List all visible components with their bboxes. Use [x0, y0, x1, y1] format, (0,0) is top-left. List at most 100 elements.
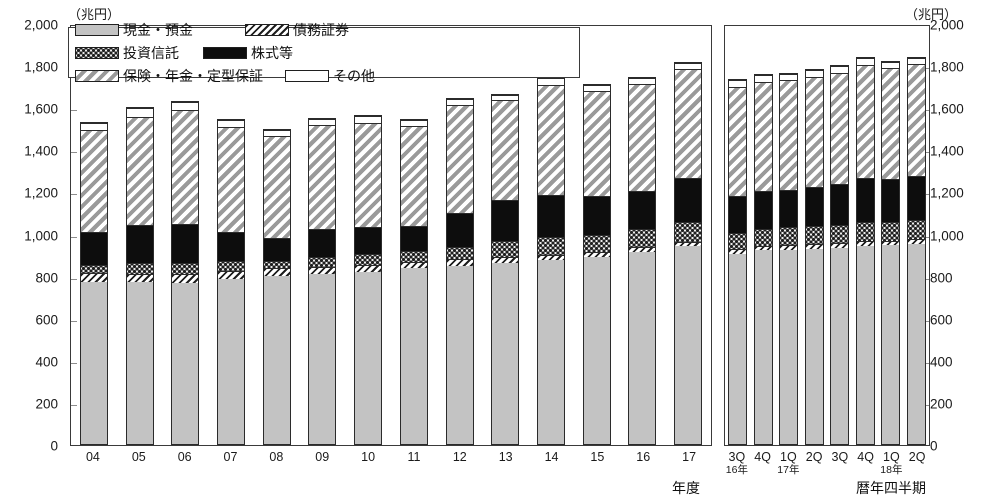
x-axis-label: 10 [361, 450, 376, 464]
bar-segment-equity [309, 228, 336, 257]
stacked-bar[interactable] [445, 97, 474, 445]
y-axis-left: 2,000 1,800 1,600 1,400 1,200 1,000 800 600 400 2… [6, 0, 58, 504]
bar-segment-trust [400, 251, 427, 262]
bar-segment-other [492, 94, 519, 100]
bar-segment-debt [675, 241, 702, 247]
bar-segment-trust [355, 253, 382, 265]
stacked-bar[interactable] [491, 93, 520, 445]
bar-segment-debt [218, 270, 245, 279]
legend-swatch-trust [75, 46, 119, 59]
y-tick-label-left-800: 800 [35, 270, 58, 286]
bar-segment-trust [882, 221, 900, 241]
bar-segment-debt [172, 274, 199, 283]
bar-segment-ins [172, 110, 199, 224]
bar-segment-debt [831, 242, 849, 248]
stacked-bar[interactable] [855, 57, 875, 445]
x-axis-label: 06 [177, 450, 192, 464]
stacked-bar[interactable] [217, 118, 246, 445]
stacked-bar[interactable] [753, 74, 773, 445]
y-tick-label-left-1800: 1,800 [24, 59, 58, 75]
stacked-bar[interactable] [79, 121, 108, 445]
bar-segment-cash [856, 245, 874, 444]
bar-segment-equity [882, 179, 900, 222]
y-tick-label-left-200: 200 [35, 396, 58, 412]
bar-segment-equity [729, 195, 747, 233]
bar-segment-equity [856, 177, 874, 222]
bar-segment-ins [80, 130, 107, 233]
stacked-bar[interactable] [354, 115, 383, 445]
x-axis-label: 4Q [754, 450, 771, 464]
y-tick-label-left-400: 400 [35, 354, 58, 370]
bar-segment-debt [355, 264, 382, 272]
stacked-bar[interactable] [308, 117, 337, 445]
stacked-bar[interactable] [728, 79, 748, 445]
bar-segment-trust [218, 261, 245, 271]
stacked-bar[interactable] [779, 72, 799, 445]
unit-label-right: （兆円） [905, 7, 958, 22]
x-axis-label: 3Q [831, 450, 849, 464]
bar-segment-debt [882, 240, 900, 246]
stacked-bar[interactable] [804, 68, 824, 445]
x-axis-sublabel: 18年 [880, 464, 903, 477]
chart-legend: 現金・預金 債務証券 投資信託 株式等 保険・年金・定型保証 その他 [68, 22, 580, 84]
stacked-bar[interactable] [906, 56, 926, 445]
bar-segment-trust [729, 232, 747, 249]
bar-segment-debt [80, 273, 107, 283]
bar-segment-other [218, 119, 245, 128]
stacked-bar[interactable] [262, 128, 291, 445]
bar-segment-equity [538, 195, 565, 238]
bar-segment-debt [400, 261, 427, 269]
bar-segment-cash [538, 259, 565, 444]
bar-segment-equity [629, 191, 656, 230]
bar-segment-cash [675, 246, 702, 444]
bar-segment-trust [172, 262, 199, 275]
bars-calendar-quarter [725, 26, 929, 445]
stacked-bar[interactable] [537, 76, 566, 445]
legend-swatch-debt [245, 23, 289, 36]
bar-segment-equity [583, 195, 610, 235]
bar-segment-trust [675, 221, 702, 242]
bar-slot [71, 26, 117, 445]
legend-item-ins: 保険・年金・定型保証 [75, 64, 285, 87]
bar-segment-cash [172, 282, 199, 444]
bar-slot [254, 26, 300, 445]
bar-segment-other [80, 122, 107, 131]
bar-segment-trust [446, 246, 473, 260]
bar-segment-equity [80, 232, 107, 265]
stacked-bar[interactable] [582, 83, 611, 445]
bar-segment-trust [492, 241, 519, 257]
stacked-bar[interactable] [399, 119, 428, 445]
stacked-bar[interactable] [674, 61, 703, 445]
stacked-bar[interactable] [125, 107, 154, 445]
bar-segment-debt [538, 254, 565, 260]
bar-segment-equity [400, 226, 427, 252]
bar-slot [162, 26, 208, 445]
bar-slot [300, 26, 346, 445]
y-tick-label-right-1000: 1,000 [930, 228, 964, 243]
bar-segment-equity [754, 190, 772, 229]
x-axis-labels-fiscal-year: 04 05 06 07 08 09 10 11 12 13 14 15 16 17 [70, 450, 712, 464]
y-tick-label-right-1200: 1,200 [930, 185, 964, 201]
x-axis-label: 16 [636, 450, 651, 464]
bar-slot [437, 26, 483, 445]
x-axis-label: 17 [682, 450, 697, 464]
bar-segment-other [446, 99, 473, 105]
legend-swatch-cash [75, 23, 119, 36]
stacked-bar[interactable] [881, 60, 901, 445]
bar-slot [878, 26, 904, 445]
bar-slot [751, 26, 777, 445]
bar-segment-debt [629, 246, 656, 252]
stacked-bar[interactable] [628, 77, 657, 445]
bar-slot [574, 26, 620, 445]
y-tick-label-left-2000: 2,000 [24, 17, 58, 33]
bar-segment-ins [355, 122, 382, 228]
stacked-bar[interactable] [830, 65, 850, 445]
bar-segment-cash [805, 248, 823, 444]
bar-segment-debt [126, 273, 153, 283]
bar-slot [827, 26, 853, 445]
axis-title-calendar-quarter: 暦年四半期 [856, 480, 926, 496]
x-axis-sublabel: 17年 [777, 464, 800, 477]
bar-segment-cash [729, 253, 747, 444]
bar-segment-ins [309, 125, 336, 229]
stacked-bar[interactable] [171, 100, 200, 445]
